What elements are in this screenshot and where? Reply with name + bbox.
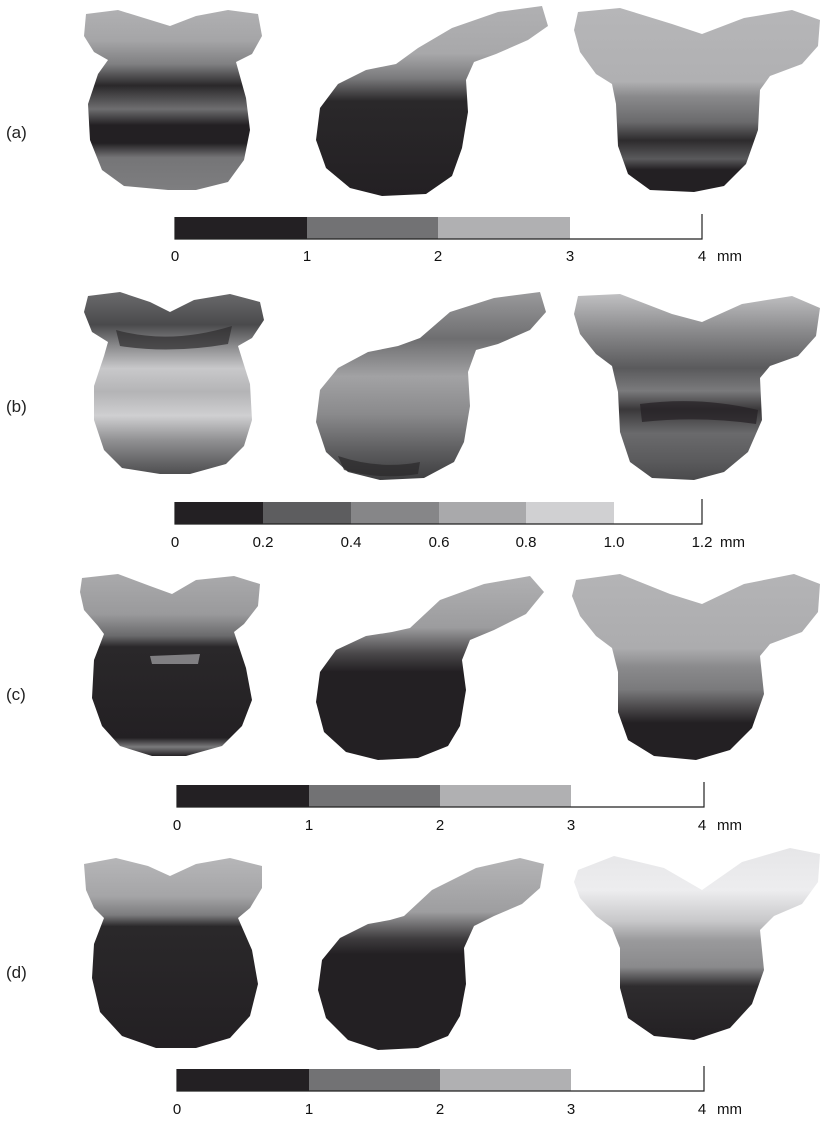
colorbar-frame: [174, 499, 703, 525]
tick-label: 0.8: [516, 534, 537, 551]
tick-label: 3: [566, 248, 574, 265]
surface-shading: [338, 456, 420, 477]
colorbar-bin: [177, 785, 309, 807]
surface-shading: [116, 326, 232, 350]
colorbar-frame: [176, 1066, 705, 1092]
tick-label: 1: [303, 248, 311, 265]
tick-label: 1.2: [692, 534, 713, 551]
unit-label: mm: [720, 534, 745, 551]
tick-label: 1: [305, 817, 313, 834]
colorbar-frame: [176, 782, 705, 808]
row-label: (d): [6, 963, 27, 982]
colorbar-bin: [439, 502, 526, 524]
row-d: (d) 0 1 2 3 4 mm: [6, 848, 820, 1118]
tick-label: 4: [698, 1101, 706, 1118]
back-view-scan: [574, 8, 820, 192]
side-view-scan: [316, 6, 548, 196]
tick-label: 0.2: [253, 534, 274, 551]
tick-label: 0: [173, 817, 181, 834]
side-view-scan: [316, 576, 544, 760]
surface-shading: [150, 654, 200, 664]
colorbar-bin: [438, 217, 570, 239]
colorbar-bin: [307, 217, 438, 239]
colorbar-bin: [570, 217, 702, 239]
front-view-scan: [80, 574, 260, 756]
side-view-scan: [316, 292, 546, 480]
tick-label: 2: [436, 817, 444, 834]
row-label: (c): [6, 685, 26, 704]
unit-label: mm: [717, 1101, 742, 1118]
tick-label: 0.6: [429, 534, 450, 551]
colorbar-a: 0 1 2 3 4 mm: [171, 214, 742, 265]
tick-label: 2: [434, 248, 442, 265]
tick-label: 3: [567, 817, 575, 834]
colorbar-bin: [263, 502, 351, 524]
tick-label: 2: [436, 1101, 444, 1118]
colorbar-bin: [571, 785, 704, 807]
row-label: (a): [6, 123, 27, 142]
side-view-scan: [318, 858, 544, 1050]
row-c: (c) 0 1 2 3 4 mm: [6, 574, 820, 834]
surface-shading: [640, 401, 758, 424]
tick-label: 1: [305, 1101, 313, 1118]
colorbar-bin: [175, 502, 263, 524]
tick-label: 0: [171, 248, 179, 265]
back-view-scan: [574, 294, 820, 480]
tick-label: 1.0: [604, 534, 625, 551]
tick-label: 0.4: [341, 534, 362, 551]
front-view-scan: [84, 10, 262, 190]
front-view-scan: [84, 858, 262, 1048]
colorbar-bin: [309, 1069, 440, 1091]
tick-label: 0: [171, 534, 179, 551]
colorbar-bin: [526, 502, 614, 524]
row-label: (b): [6, 397, 27, 416]
colorbar-bin: [440, 1069, 571, 1091]
back-view-scan: [572, 574, 820, 760]
tick-label: 0: [173, 1101, 181, 1118]
colorbar-bin: [440, 785, 571, 807]
front-view-scan: [84, 292, 264, 474]
colorbar-bin: [614, 502, 702, 524]
colorbar-bin: [309, 785, 440, 807]
colorbar-c: 0 1 2 3 4 mm: [173, 782, 742, 834]
back-view-scan: [574, 848, 820, 1040]
colorbar-d: 0 1 2 3 4 mm: [173, 1066, 742, 1118]
row-a: (a) 0 1 2 3 4 mm: [6, 6, 820, 265]
tick-label: 4: [698, 817, 706, 834]
colorbar-bin: [571, 1069, 704, 1091]
colorbar-bin: [175, 217, 307, 239]
tick-label: 3: [567, 1101, 575, 1118]
colorbar-b: 0 0.2 0.4 0.6 0.8 1.0 1.2 mm: [171, 499, 745, 551]
colorbar-bin: [351, 502, 439, 524]
unit-label: mm: [717, 248, 742, 265]
colorbar-bin: [177, 1069, 309, 1091]
tick-label: 4: [698, 248, 706, 265]
colorbar-frame: [174, 214, 703, 240]
row-b: (b) 0 0.2 0.4 0.6 0.8 1.0 1.2 mm: [6, 292, 820, 551]
unit-label: mm: [717, 817, 742, 834]
